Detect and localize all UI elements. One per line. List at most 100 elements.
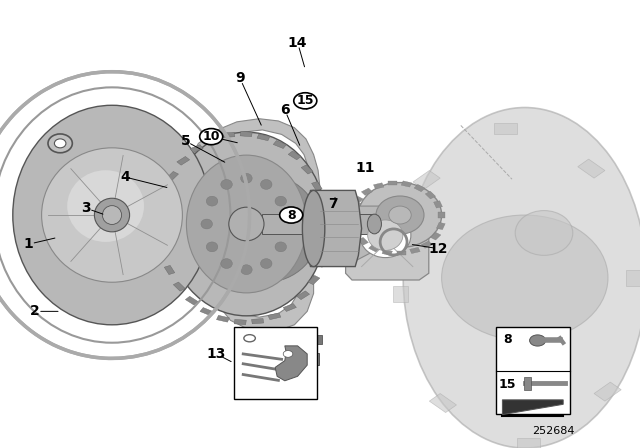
Ellipse shape — [260, 258, 272, 268]
Text: 8: 8 — [503, 333, 512, 346]
Bar — [524, 377, 531, 390]
Bar — [323, 220, 330, 228]
Bar — [433, 201, 442, 208]
Bar — [293, 353, 319, 365]
Text: 2: 2 — [30, 304, 40, 319]
Bar — [156, 208, 165, 217]
Ellipse shape — [206, 242, 218, 252]
Ellipse shape — [67, 170, 144, 242]
Bar — [438, 212, 445, 218]
Ellipse shape — [201, 219, 212, 229]
Ellipse shape — [303, 190, 325, 267]
Bar — [298, 338, 314, 356]
Bar — [353, 196, 363, 204]
Polygon shape — [310, 190, 362, 267]
Bar — [321, 239, 330, 248]
Text: 8: 8 — [287, 208, 296, 222]
Ellipse shape — [54, 139, 66, 148]
Bar — [351, 228, 360, 236]
Text: 5: 5 — [180, 134, 191, 148]
Bar — [429, 393, 456, 413]
Ellipse shape — [360, 213, 411, 258]
Bar — [517, 438, 540, 448]
Bar — [362, 188, 372, 195]
Ellipse shape — [367, 214, 381, 234]
Bar — [369, 245, 380, 252]
Ellipse shape — [42, 148, 182, 282]
Ellipse shape — [368, 220, 403, 250]
Bar — [157, 228, 163, 236]
Bar — [382, 249, 392, 255]
Polygon shape — [346, 204, 429, 280]
Bar — [190, 145, 204, 152]
Ellipse shape — [283, 350, 293, 358]
Bar — [374, 183, 384, 189]
Bar — [401, 181, 412, 187]
Bar — [252, 319, 264, 324]
Bar — [234, 319, 246, 325]
Bar — [268, 313, 281, 319]
Bar — [358, 237, 369, 245]
Ellipse shape — [206, 196, 218, 206]
Bar — [348, 207, 357, 214]
Text: 9: 9 — [235, 71, 245, 86]
Ellipse shape — [358, 183, 442, 247]
Bar — [626, 270, 640, 286]
Text: 11: 11 — [355, 161, 374, 175]
Ellipse shape — [442, 215, 608, 340]
Bar — [164, 265, 175, 275]
Bar — [316, 258, 327, 267]
Bar — [216, 315, 229, 322]
Text: 6: 6 — [280, 103, 290, 117]
Ellipse shape — [229, 207, 264, 241]
Ellipse shape — [530, 335, 545, 346]
Text: 1: 1 — [24, 237, 34, 251]
Bar — [173, 282, 185, 291]
Ellipse shape — [166, 132, 326, 316]
Bar — [496, 327, 570, 414]
Text: 15: 15 — [499, 378, 516, 391]
Ellipse shape — [280, 219, 292, 229]
Bar — [436, 222, 445, 230]
Text: 7: 7 — [328, 197, 338, 211]
Bar — [186, 296, 198, 305]
Ellipse shape — [241, 265, 252, 275]
Bar — [240, 131, 252, 137]
Ellipse shape — [221, 180, 232, 190]
Bar — [177, 156, 189, 165]
Bar — [388, 181, 397, 185]
Text: 14: 14 — [288, 35, 307, 50]
Ellipse shape — [13, 105, 211, 325]
Ellipse shape — [48, 134, 72, 153]
Text: 252684: 252684 — [532, 426, 575, 436]
Polygon shape — [275, 346, 307, 381]
Ellipse shape — [515, 211, 573, 255]
Bar — [312, 181, 322, 191]
Ellipse shape — [275, 196, 287, 206]
Ellipse shape — [186, 155, 307, 293]
Polygon shape — [262, 214, 374, 234]
Bar — [431, 233, 441, 240]
Ellipse shape — [260, 180, 272, 190]
Bar — [288, 151, 301, 160]
Ellipse shape — [275, 242, 287, 252]
Bar — [200, 308, 213, 315]
Bar — [159, 189, 170, 198]
Bar — [223, 132, 235, 138]
Bar — [594, 382, 621, 401]
Bar — [234, 327, 317, 399]
Text: 4: 4 — [120, 170, 130, 184]
Bar — [494, 123, 517, 134]
Bar — [297, 291, 310, 300]
Circle shape — [200, 129, 223, 145]
Bar — [273, 141, 287, 148]
Ellipse shape — [221, 258, 232, 268]
Polygon shape — [339, 206, 387, 264]
Ellipse shape — [95, 198, 129, 232]
Ellipse shape — [376, 196, 424, 234]
Bar — [301, 165, 313, 174]
Polygon shape — [502, 400, 563, 415]
Bar — [283, 304, 296, 311]
Circle shape — [280, 207, 303, 223]
Bar — [308, 276, 320, 284]
